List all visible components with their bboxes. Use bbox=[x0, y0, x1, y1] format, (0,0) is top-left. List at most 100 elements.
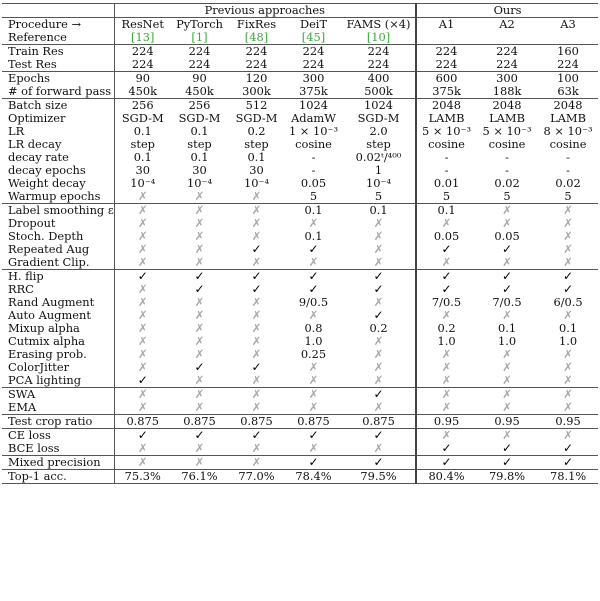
table-cell: 78.1% bbox=[538, 469, 599, 484]
row-label: ColorJitter bbox=[2, 361, 115, 374]
table-cell: ✗ bbox=[342, 296, 418, 309]
table-row: BCE loss ✗ ✗ ✗ ✗ ✗ ✓ ✓ ✓ bbox=[2, 442, 598, 456]
table-cell: ✓ bbox=[251, 243, 262, 256]
table-cell: 224 bbox=[476, 44, 539, 58]
table-cell: 188k bbox=[492, 85, 522, 98]
table-cell: 0.01 bbox=[433, 177, 460, 190]
table-cell: cosine bbox=[488, 138, 526, 151]
table-cell: ✗ bbox=[137, 217, 148, 230]
table-cell: ✗ bbox=[137, 243, 148, 256]
table-cell: 1.0 bbox=[437, 335, 456, 348]
row-label: Train Res bbox=[2, 44, 115, 58]
row-label: Batch size bbox=[2, 98, 115, 112]
table-cell: cosine bbox=[549, 138, 587, 151]
table-cell: 224 bbox=[171, 44, 228, 58]
table-cell: ✗ bbox=[194, 296, 205, 309]
table-cell: ✗ bbox=[137, 309, 148, 322]
table-cell: 120 bbox=[228, 71, 285, 85]
table-cell: step bbox=[244, 138, 269, 151]
table-cell: ✗ bbox=[114, 455, 171, 470]
table-cell: ✗ bbox=[308, 374, 319, 387]
table-cell: ✓ bbox=[441, 243, 452, 256]
table-cell: step bbox=[187, 138, 212, 151]
table-cell: 1.0 bbox=[558, 335, 578, 348]
table-cell: ✗ bbox=[171, 387, 228, 401]
row-label: Epochs bbox=[2, 71, 115, 85]
table-cell: ✗ bbox=[441, 348, 452, 361]
table-row: Test crop ratio 0.875 0.875 0.875 0.875 0.875… bbox=[2, 414, 599, 429]
table-row: PCA lighting ✓ ✗ ✗ ✗ ✗ ✗ ✗ ✗ bbox=[2, 374, 598, 388]
table-cell: 224 bbox=[114, 44, 171, 58]
row-label: LR decay bbox=[2, 138, 115, 151]
table-cell: - bbox=[311, 151, 316, 164]
table-cell: 0.02ᵗ/⁴⁰⁰ bbox=[342, 151, 418, 164]
table-cell: 300k bbox=[242, 85, 271, 98]
table-cell: ✗ bbox=[563, 401, 573, 414]
table-cell: 224 bbox=[557, 58, 579, 71]
table-cell: ✗ bbox=[251, 442, 262, 455]
table-cell: 0.1 bbox=[497, 322, 517, 335]
column-reference bbox=[538, 31, 598, 45]
table-row: LR 0.1 0.1 0.2 1 × 10⁻³ 2.0 5 × 10⁻³ 5 × 10⁻³ 8 … bbox=[2, 125, 598, 138]
group-previous-approaches: Previous approaches bbox=[114, 3, 418, 18]
table-cell: ✗ bbox=[171, 203, 228, 217]
table-cell: 0.1 bbox=[247, 151, 266, 164]
table-cell: 90 bbox=[171, 71, 228, 85]
table-cell: 0.875 bbox=[114, 414, 171, 429]
table-cell: ✓ bbox=[502, 442, 513, 455]
table-cell: 0.1 bbox=[416, 203, 477, 217]
table-cell: 10⁻⁴ bbox=[186, 177, 213, 190]
table-cell: 224 bbox=[416, 44, 477, 58]
row-label: Test Res bbox=[2, 58, 115, 72]
table-row: # of forward pass 450k 450k 300k 375k 500k 375… bbox=[2, 85, 598, 99]
table-cell: ✗ bbox=[502, 217, 512, 230]
table-cell: ✗ bbox=[308, 401, 319, 414]
table-cell: 0.875 bbox=[342, 414, 418, 429]
table-cell: 1.0 bbox=[304, 335, 323, 348]
table-cell: ✓ bbox=[563, 442, 574, 455]
table-cell: ✗ bbox=[251, 217, 262, 230]
table-cell: ✓ bbox=[416, 269, 477, 283]
column-header: A1 bbox=[416, 17, 477, 31]
table-cell: ✗ bbox=[538, 428, 599, 442]
table-cell: 5 bbox=[309, 190, 318, 203]
table-cell: 224 bbox=[131, 58, 154, 71]
table-cell: 0.2 bbox=[247, 125, 266, 138]
table-cell: ✗ bbox=[228, 455, 285, 470]
row-label: Mixup alpha bbox=[2, 322, 115, 335]
table-cell: ✗ bbox=[171, 455, 228, 470]
table-cell: 0.05 bbox=[433, 230, 460, 243]
table-row: decay rate 0.1 0.1 0.1 - 0.02ᵗ/⁴⁰⁰ - - - bbox=[2, 151, 598, 164]
table-cell: 30 bbox=[249, 164, 264, 177]
table-cell: 0.25 bbox=[300, 348, 327, 361]
table-cell: ✗ bbox=[342, 361, 418, 374]
table-cell: ✗ bbox=[441, 401, 452, 414]
table-cell: ✓ bbox=[114, 269, 171, 283]
table-cell: - bbox=[311, 164, 316, 177]
table-cell: 10⁻⁴ bbox=[130, 177, 156, 190]
table-cell: 375k bbox=[299, 85, 328, 98]
table-cell: ✓ bbox=[251, 361, 262, 374]
table-cell: 30 bbox=[135, 164, 151, 177]
table-cell: 100 bbox=[538, 71, 599, 85]
row-label: BCE loss bbox=[2, 442, 115, 456]
table-cell: 7/0.5 bbox=[492, 296, 522, 309]
table-cell: 0.1 bbox=[190, 125, 209, 138]
table-cell: ✓ bbox=[476, 455, 539, 470]
column-reference: [48] bbox=[244, 31, 269, 44]
table-row: SWA ✗ ✗ ✗ ✗ ✓ ✗ ✗ ✗ bbox=[2, 387, 599, 401]
table-cell: ✗ bbox=[416, 428, 477, 442]
table-cell: ✓ bbox=[502, 243, 513, 256]
table-cell: ✗ bbox=[538, 203, 599, 217]
table-cell: 0.02 bbox=[555, 177, 581, 190]
column-header: A2 bbox=[476, 17, 539, 31]
table-cell: ✗ bbox=[194, 401, 205, 414]
table-cell: ✗ bbox=[251, 190, 262, 203]
table-cell: ✓ bbox=[228, 269, 285, 283]
column-reference bbox=[416, 31, 476, 45]
table-cell: ✓ bbox=[114, 428, 171, 442]
table-cell: ✗ bbox=[251, 374, 262, 387]
table-cell: ✗ bbox=[563, 374, 573, 387]
table-cell: 79.8% bbox=[476, 469, 539, 484]
table-cell: - bbox=[444, 151, 449, 164]
